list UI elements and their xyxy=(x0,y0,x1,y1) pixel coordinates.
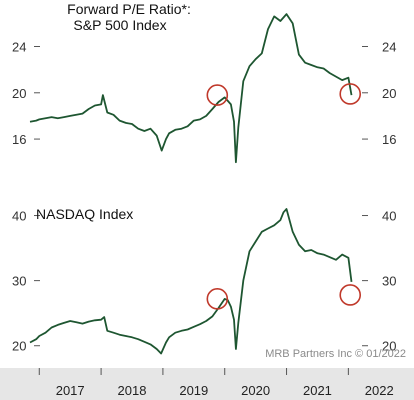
nasdaq-ytick-label-left: 30 xyxy=(12,274,26,289)
sp500-ytick-label-left: 24 xyxy=(12,40,26,55)
sp500-ytick-label-left: 16 xyxy=(12,132,26,147)
sp500-highlight-circle xyxy=(339,83,362,105)
x-axis-year-label: 2019 xyxy=(179,383,208,398)
sp500-panel: 16 16 20 20 24 24 Forward P/E Ratio*:S&P 500 I… xyxy=(12,1,396,164)
nasdaq-ytick-label-right: 20 xyxy=(382,339,396,354)
nasdaq-highlight-circle xyxy=(206,288,229,310)
nasdaq-series-line xyxy=(29,208,353,355)
nasdaq-title: NASDAQ Index xyxy=(36,206,133,222)
x-axis-year-label: 2020 xyxy=(241,383,270,398)
x-axis-year-label: 2021 xyxy=(303,383,332,398)
nasdaq-panel: 20 20 30 30 40 40 NASDAQ Index xyxy=(12,206,396,355)
sp500-ytick-label-right: 20 xyxy=(382,86,396,101)
x-axis-year-label: 2022 xyxy=(365,383,394,398)
sp500-title-line: Forward P/E Ratio*: xyxy=(67,1,191,17)
nasdaq-ytick-label-right: 40 xyxy=(382,209,396,224)
x-axis-band xyxy=(0,368,414,400)
nasdaq-ytick-label-left: 40 xyxy=(12,209,26,224)
sp500-title-line: S&P 500 Index xyxy=(73,17,166,33)
nasdaq-ytick-label-right: 30 xyxy=(382,274,396,289)
credit-text: MRB Partners Inc © 01/2022 xyxy=(265,348,406,360)
x-axis-year-label: 2018 xyxy=(118,383,147,398)
sp500-series-line xyxy=(29,13,353,164)
sp500-ytick-label-right: 24 xyxy=(382,40,396,55)
x-axis: 2017 2018 2019 2020 2021 2022 xyxy=(0,368,414,400)
nasdaq-highlight-circle xyxy=(339,284,362,306)
nasdaq-ytick-label-left: 20 xyxy=(12,339,26,354)
x-axis-year-label: 2017 xyxy=(56,383,85,398)
sp500-ytick-label-left: 20 xyxy=(12,86,26,101)
sp500-highlight-circle xyxy=(206,84,229,106)
sp500-ytick-label-right: 16 xyxy=(382,132,396,147)
